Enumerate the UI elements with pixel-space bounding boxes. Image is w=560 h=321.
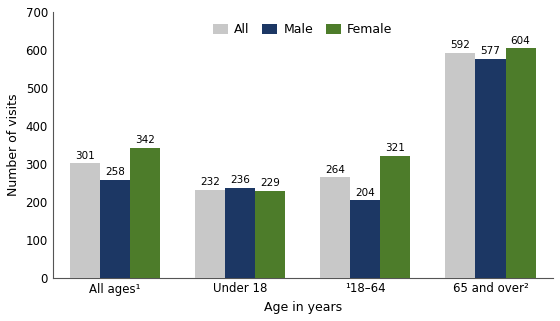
Bar [506,48,535,278]
Text: 301: 301 [75,151,95,161]
Bar [70,163,100,278]
Bar [255,191,285,278]
Legend: All, Male, Female: All, Male, Female [208,18,398,41]
Bar [195,190,225,278]
Text: 592: 592 [451,40,470,50]
Text: 342: 342 [136,135,155,145]
Text: 232: 232 [200,177,220,187]
Text: 577: 577 [480,46,501,56]
Bar [100,180,130,278]
Text: 258: 258 [105,167,125,177]
X-axis label: Age in years: Age in years [264,301,342,314]
Bar [130,148,160,278]
Bar [445,53,475,278]
Text: 264: 264 [325,165,346,175]
Text: 321: 321 [385,143,405,153]
Bar [380,156,410,278]
Text: 204: 204 [356,187,375,197]
Text: 229: 229 [260,178,280,188]
Bar [351,200,380,278]
Bar [320,178,351,278]
Text: 604: 604 [511,36,530,46]
Bar [475,59,506,278]
Bar [225,188,255,278]
Text: 236: 236 [230,175,250,186]
Y-axis label: Number of visits: Number of visits [7,93,20,196]
